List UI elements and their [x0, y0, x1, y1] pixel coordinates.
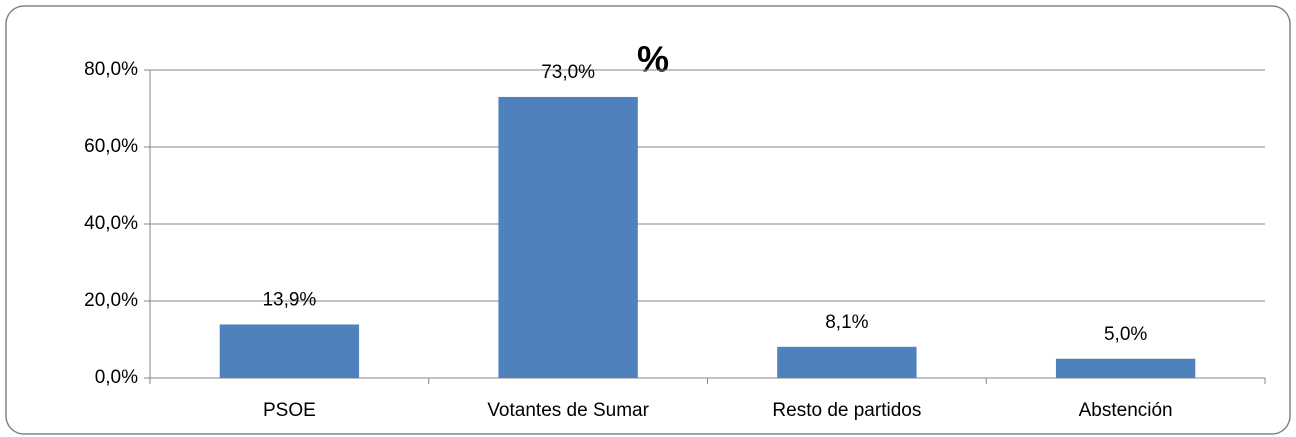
data-label: 13,9%: [262, 290, 316, 311]
bar: [777, 346, 917, 378]
y-tick-label: 40,0%: [84, 213, 138, 234]
bar: [498, 96, 638, 378]
data-label: 8,1%: [825, 312, 868, 333]
y-tick-label: 80,0%: [84, 59, 138, 80]
bar: [219, 324, 360, 378]
y-tick-label: 20,0%: [84, 290, 138, 311]
data-label: 73,0%: [541, 62, 595, 83]
bar: [1055, 358, 1196, 378]
data-label: 5,0%: [1104, 324, 1147, 345]
y-tick-label: 0,0%: [95, 367, 138, 388]
x-tick-label: Votantes de Sumar: [487, 400, 649, 421]
y-tick-label: 60,0%: [84, 136, 138, 157]
x-tick-label: Resto de partidos: [772, 400, 921, 421]
x-tick-label: Abstención: [1079, 400, 1173, 421]
x-tick-label: PSOE: [263, 400, 316, 421]
chart-title: %: [637, 39, 669, 80]
